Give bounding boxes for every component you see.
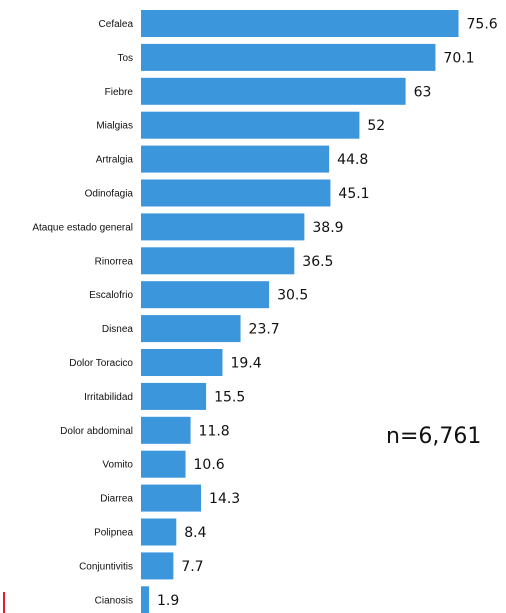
bar-mialgias xyxy=(141,111,360,139)
category-label-tos: Tos xyxy=(117,53,133,64)
value-label-irritabilidad: 15.5 xyxy=(214,389,245,405)
bar-dolor-toracico xyxy=(141,349,223,376)
value-label-disnea: 23.7 xyxy=(249,322,280,338)
value-label-tos: 70.1 xyxy=(443,50,474,66)
category-label-escalofrio: Escalofrio xyxy=(89,290,133,301)
red-marker xyxy=(3,592,5,613)
category-label-ataque-estado-general: Ataque estado general xyxy=(32,222,133,233)
bar-dolor-abdominal xyxy=(141,416,191,444)
value-label-cianosis: 1.9 xyxy=(157,593,179,609)
category-label-mialgias: Mialgias xyxy=(96,121,133,132)
value-label-escalofrio: 30.5 xyxy=(277,288,308,304)
bar-cefalea xyxy=(141,10,459,37)
category-labels: Cefalea Tos Fiebre Mialgias Artralgia Odinofa… xyxy=(32,19,133,606)
bar-escalofrio xyxy=(141,281,270,309)
bar-rinorrea xyxy=(141,247,295,275)
bar-vomito xyxy=(141,450,186,478)
sample-size-annotation: n=6,761 xyxy=(386,424,482,449)
value-label-artralgia: 44.8 xyxy=(337,152,368,168)
value-label-rinorrea: 36.5 xyxy=(302,254,333,270)
value-label-fiebre: 63 xyxy=(414,84,432,100)
bars-layer xyxy=(141,10,459,613)
bar-artralgia xyxy=(141,145,330,173)
category-label-odinofagia: Odinofagia xyxy=(85,189,134,200)
category-label-fiebre: Fiebre xyxy=(105,87,134,98)
value-label-vomito: 10.6 xyxy=(194,457,225,473)
category-label-diarrea: Diarrea xyxy=(100,494,133,505)
bar-cianosis xyxy=(141,586,149,613)
category-label-cianosis: Cianosis xyxy=(95,595,133,606)
value-label-cefalea: 75.6 xyxy=(467,17,498,33)
category-label-cefalea: Cefalea xyxy=(99,19,134,30)
value-label-dolor-toracico: 19.4 xyxy=(230,356,261,372)
category-label-disnea: Disnea xyxy=(102,324,134,335)
category-label-dolor-toracico: Dolor Toracico xyxy=(69,358,133,369)
value-label-mialgias: 52 xyxy=(367,118,385,134)
value-label-polipnea: 8.4 xyxy=(184,525,206,541)
bar-diarrea xyxy=(141,484,202,512)
value-label-odinofagia: 45.1 xyxy=(338,186,369,202)
category-label-irritabilidad: Irritabilidad xyxy=(84,392,133,403)
category-label-vomito: Vomito xyxy=(102,460,133,471)
bar-fiebre xyxy=(141,77,406,105)
bar-ataque-estado-general xyxy=(141,213,305,241)
category-label-conjuntivitis: Conjuntivitis xyxy=(79,561,133,572)
bar-tos xyxy=(141,43,436,71)
category-label-polipnea: Polipnea xyxy=(94,528,133,539)
bar-polipnea xyxy=(141,518,177,546)
value-label-dolor-abdominal: 11.8 xyxy=(199,423,230,439)
category-label-artralgia: Artralgia xyxy=(96,155,134,166)
category-label-dolor-abdominal: Dolor abdominal xyxy=(60,426,133,437)
value-label-diarrea: 14.3 xyxy=(209,491,240,507)
value-label-ataque-estado-general: 38.9 xyxy=(312,220,343,236)
bar-irritabilidad xyxy=(141,382,207,410)
bar-conjuntivitis xyxy=(141,552,174,580)
bar-disnea xyxy=(141,315,241,343)
value-label-conjuntivitis: 7.7 xyxy=(181,559,203,575)
value-labels: 75.6 70.1 63 52 44.8 45.1 38.9 36.5 30.5 23.7 19.4… xyxy=(157,17,498,609)
category-label-rinorrea: Rinorrea xyxy=(95,256,134,267)
bar-odinofagia xyxy=(141,179,331,207)
